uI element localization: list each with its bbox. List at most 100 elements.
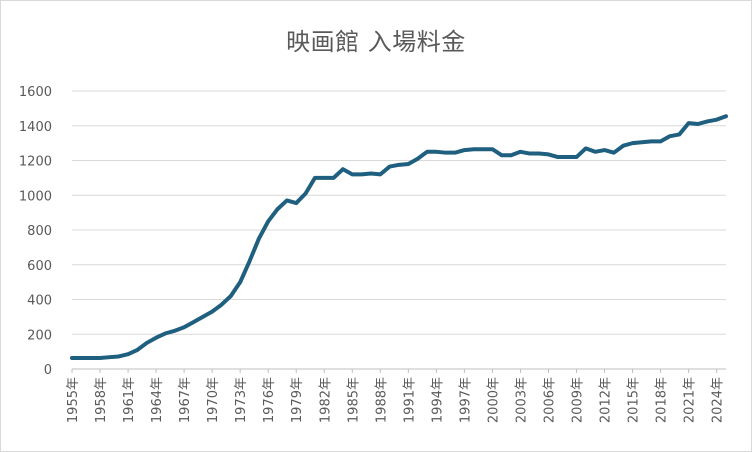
- data-point: [154, 336, 158, 340]
- data-point: [528, 151, 532, 156]
- data-point: [79, 356, 83, 360]
- y-tick-label: 200: [27, 328, 52, 343]
- x-tick-label: 1991年: [402, 377, 417, 423]
- y-tick-label: 0: [44, 363, 52, 378]
- data-point: [191, 320, 196, 324]
- x-tick-label: 1955年: [66, 377, 81, 423]
- data-point: [360, 172, 364, 176]
- data-point: [481, 147, 485, 151]
- data-point: [98, 356, 102, 360]
- data-point: [173, 329, 177, 333]
- data-point: [668, 134, 672, 138]
- x-axis-tick-labels: 1955年 1958年 1961年 1964年 1967年 1970年 1973年 1976年…: [66, 369, 726, 423]
- data-point: [275, 207, 280, 211]
- data-point: [322, 176, 326, 180]
- data-point: [724, 114, 728, 118]
- data-point: [621, 144, 625, 148]
- data-point: [163, 331, 168, 335]
- x-tick-label: 1994年: [430, 377, 445, 423]
- x-tick-label: 1970年: [206, 377, 221, 423]
- data-point: [593, 150, 597, 154]
- data-point: [472, 147, 476, 151]
- y-tick-label: 1400: [19, 120, 52, 135]
- x-tick-label: 1985年: [346, 377, 361, 423]
- x-tick-label: 1979年: [290, 377, 305, 423]
- y-tick-label: 1200: [19, 155, 52, 170]
- data-point: [378, 172, 382, 176]
- y-tick-label: 400: [27, 294, 52, 309]
- data-point: [70, 356, 74, 360]
- x-tick-label: 2003年: [514, 377, 529, 423]
- y-tick-label: 600: [27, 259, 52, 274]
- data-point: [444, 151, 448, 155]
- x-tick-label: 2009年: [571, 377, 586, 423]
- data-point: [574, 155, 579, 159]
- data-point: [687, 121, 691, 125]
- data-point: [546, 152, 551, 157]
- gridlines: [72, 90, 726, 370]
- x-tick-label: 1973年: [234, 377, 249, 423]
- data-point: [612, 151, 616, 155]
- data-point: [630, 141, 635, 145]
- x-tick-label: 1967年: [178, 377, 193, 423]
- data-point: [677, 132, 681, 137]
- x-tick-label: 1958年: [94, 377, 109, 423]
- data-point: [145, 341, 149, 345]
- data-point: [182, 325, 186, 329]
- data-point: [388, 164, 392, 169]
- series-layer: [70, 114, 728, 361]
- data-point: [425, 150, 429, 154]
- data-point: [565, 155, 569, 159]
- data-point: [715, 118, 719, 122]
- data-point: [509, 153, 513, 157]
- data-point: [500, 153, 504, 157]
- data-point: [285, 198, 289, 203]
- data-point: [341, 167, 345, 171]
- series-line: [70, 114, 728, 361]
- data-point: [537, 151, 541, 156]
- data-point: [696, 122, 700, 126]
- x-tick-label: 1982年: [318, 377, 333, 423]
- data-point: [117, 354, 121, 359]
- data-point: [518, 150, 523, 154]
- x-tick-label: 2006年: [542, 377, 557, 423]
- data-point: [416, 157, 420, 161]
- y-tick-label: 800: [27, 224, 52, 239]
- x-tick-label: 2012年: [599, 377, 614, 423]
- data-point: [659, 139, 663, 143]
- data-point: [135, 348, 139, 352]
- data-point: [350, 172, 354, 176]
- data-point: [238, 280, 242, 284]
- data-point: [705, 119, 709, 124]
- data-point: [369, 171, 373, 176]
- data-point: [490, 147, 495, 151]
- x-tick-label: 1997年: [458, 377, 473, 423]
- y-axis-tick-labels: 0 200 400 600 800 1000 1200 1400 1600: [19, 85, 52, 378]
- data-point: [89, 356, 93, 360]
- data-point: [649, 139, 653, 143]
- x-tick-label: 2000年: [486, 377, 501, 423]
- data-point: [294, 201, 298, 205]
- data-point: [107, 355, 111, 359]
- data-point: [219, 303, 224, 307]
- data-point: [406, 162, 410, 166]
- data-point: [210, 310, 214, 314]
- x-tick-label: 2024年: [711, 377, 726, 423]
- data-point: [257, 237, 261, 241]
- x-tick-label: 1976年: [262, 377, 277, 423]
- data-point: [462, 148, 466, 152]
- data-point: [602, 148, 607, 152]
- y-tick-label: 1600: [19, 85, 52, 100]
- x-tick-label: 1961年: [122, 377, 137, 423]
- data-point: [201, 315, 205, 319]
- chart-title: 映画館 入場料金: [286, 28, 466, 56]
- x-tick-label: 1964年: [150, 377, 165, 423]
- data-point: [247, 259, 252, 263]
- data-point: [453, 151, 457, 155]
- x-tick-label: 1988年: [374, 377, 389, 423]
- data-point: [303, 191, 308, 196]
- x-tick-label: 2021年: [683, 377, 698, 423]
- data-point: [229, 294, 233, 298]
- data-point: [266, 219, 270, 223]
